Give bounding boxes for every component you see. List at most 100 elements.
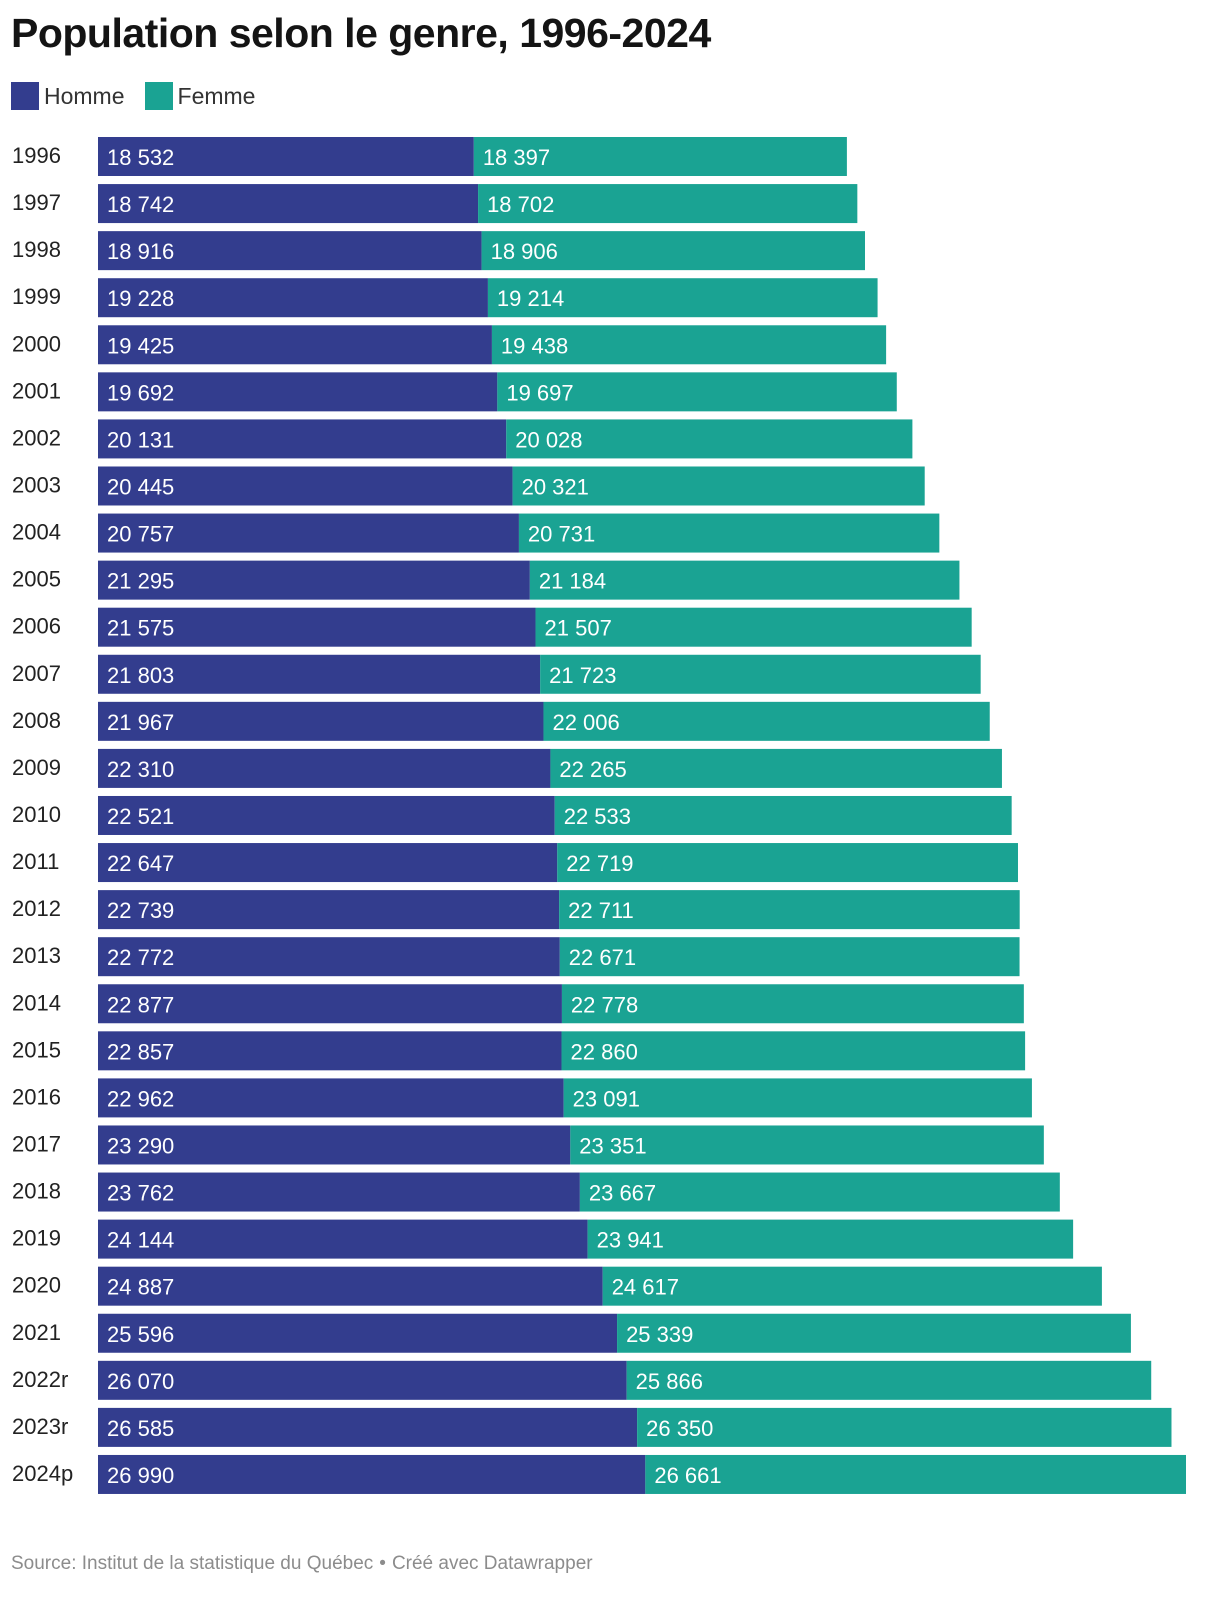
category-label: 2010 <box>12 802 61 827</box>
bar-homme-2012 <box>98 890 560 930</box>
data-label-homme: 26 585 <box>107 1416 174 1441</box>
bar-femme-2023r <box>637 1407 1172 1447</box>
bar-row-2006: 2006 21 575 21 507 <box>12 607 972 647</box>
bar-femme-2018 <box>579 1172 1060 1212</box>
bar-row-1999: 1999 19 228 19 214 <box>12 278 878 318</box>
data-label-homme: 21 803 <box>107 663 174 688</box>
data-label-homme: 22 962 <box>107 1086 174 1111</box>
data-label-femme: 21 723 <box>549 663 616 688</box>
bar-femme-2019 <box>587 1219 1074 1259</box>
bar-row-2018: 2018 23 762 23 667 <box>12 1172 1060 1212</box>
legend-swatch-homme <box>11 82 39 110</box>
bar-femme-2014 <box>561 984 1024 1024</box>
bar-femme-2006 <box>535 607 972 647</box>
bar-femme-2001 <box>497 372 897 412</box>
legend-swatch-femme <box>144 82 173 110</box>
data-label-femme: 20 731 <box>528 522 595 547</box>
category-label: 2024p <box>12 1461 73 1486</box>
data-label-homme: 22 877 <box>107 992 174 1017</box>
bar-row-2003: 2003 20 445 20 321 <box>12 466 925 506</box>
legend: Homme Femme <box>11 82 275 110</box>
category-label: 2013 <box>12 943 61 968</box>
category-label: 2003 <box>12 472 61 497</box>
category-label: 2020 <box>12 1273 61 1298</box>
bar-row-2004: 2004 20 757 20 731 <box>12 513 940 553</box>
data-label-femme: 22 671 <box>569 945 636 970</box>
category-label: 2018 <box>12 1179 61 1204</box>
bar-femme-2016 <box>563 1078 1032 1118</box>
bar-row-2020: 2020 24 887 24 617 <box>12 1266 1102 1306</box>
bar-row-2014: 2014 22 877 22 778 <box>12 984 1024 1024</box>
data-label-femme: 18 702 <box>487 192 554 217</box>
data-label-femme: 19 697 <box>506 380 573 405</box>
bar-row-2005: 2005 21 295 21 184 <box>12 560 960 600</box>
data-label-femme: 24 617 <box>612 1275 679 1300</box>
bar-homme-2020 <box>98 1266 603 1306</box>
category-label: 2012 <box>12 896 61 921</box>
category-label: 2015 <box>12 1037 61 1062</box>
bar-homme-2010 <box>98 795 555 835</box>
bar-femme-2008 <box>543 701 990 741</box>
data-label-femme: 23 667 <box>589 1181 656 1206</box>
bar-homme-2022r <box>98 1360 627 1400</box>
data-label-femme: 23 351 <box>579 1133 646 1158</box>
category-label: 2017 <box>12 1131 61 1156</box>
bar-femme-2020 <box>602 1266 1102 1306</box>
source-line: Source: Institut de la statistique du Qu… <box>11 1553 593 1575</box>
data-label-femme: 18 906 <box>491 239 558 264</box>
bar-row-1998: 1998 18 916 18 906 <box>12 231 866 271</box>
bar-row-2000: 2000 19 425 19 438 <box>12 325 887 365</box>
bar-homme-2013 <box>98 937 560 977</box>
data-label-femme: 21 184 <box>539 569 606 594</box>
bar-femme-2012 <box>559 890 1020 930</box>
data-label-femme: 20 028 <box>515 427 582 452</box>
bar-homme-2019 <box>98 1219 588 1259</box>
bar-row-2013: 2013 22 772 22 671 <box>12 937 1020 977</box>
bar-homme-2009 <box>98 748 551 788</box>
source-separator: • <box>379 1553 386 1574</box>
legend-item-homme: Homme <box>11 82 125 110</box>
category-label: 1996 <box>12 143 61 168</box>
data-label-femme: 20 321 <box>522 474 589 499</box>
data-label-homme: 20 445 <box>107 474 174 499</box>
bar-homme-2018 <box>98 1172 580 1212</box>
data-label-homme: 22 647 <box>107 851 174 876</box>
bar-femme-2015 <box>561 1031 1026 1071</box>
bar-homme-1997 <box>98 184 479 224</box>
category-label: 1997 <box>12 190 61 215</box>
bar-femme-2013 <box>559 937 1020 977</box>
data-label-femme: 22 778 <box>571 992 638 1017</box>
data-label-homme: 23 290 <box>107 1133 174 1158</box>
data-label-homme: 18 742 <box>107 192 174 217</box>
data-label-homme: 24 144 <box>107 1228 174 1253</box>
data-label-homme: 19 425 <box>107 333 174 358</box>
bar-femme-2005 <box>529 560 960 600</box>
data-label-femme: 19 214 <box>497 286 564 311</box>
data-label-femme: 22 711 <box>568 898 634 923</box>
data-label-homme: 26 070 <box>107 1369 174 1394</box>
bar-homme-1999 <box>98 278 488 318</box>
data-label-homme: 22 739 <box>107 898 174 923</box>
bar-row-2001: 2001 19 692 19 697 <box>12 372 897 412</box>
bar-femme-2010 <box>554 795 1012 835</box>
bar-femme-2002 <box>506 419 913 459</box>
bar-row-2016: 2016 22 962 23 091 <box>12 1078 1032 1118</box>
bar-row-2008: 2008 21 967 22 006 <box>12 701 990 741</box>
data-label-homme: 21 295 <box>107 569 174 594</box>
bar-femme-2003 <box>512 466 925 506</box>
data-label-homme: 18 532 <box>107 145 174 170</box>
bar-femme-1998 <box>481 231 866 271</box>
category-label: 2006 <box>12 614 61 639</box>
bar-homme-2015 <box>98 1031 562 1071</box>
data-label-femme: 23 941 <box>597 1228 664 1253</box>
data-label-femme: 22 265 <box>559 757 626 782</box>
source-text: Source: Institut de la statistique du Qu… <box>11 1553 374 1574</box>
category-label: 2000 <box>12 331 61 356</box>
category-label: 2008 <box>12 708 61 733</box>
bar-row-2015: 2015 22 857 22 860 <box>12 1031 1026 1071</box>
bar-row-2009: 2009 22 310 22 265 <box>12 748 1002 788</box>
bar-row-2021: 2021 25 596 25 339 <box>12 1313 1131 1353</box>
bar-femme-2021 <box>617 1313 1131 1353</box>
bar-femme-1996 <box>473 137 847 176</box>
bar-homme-2016 <box>98 1078 564 1118</box>
